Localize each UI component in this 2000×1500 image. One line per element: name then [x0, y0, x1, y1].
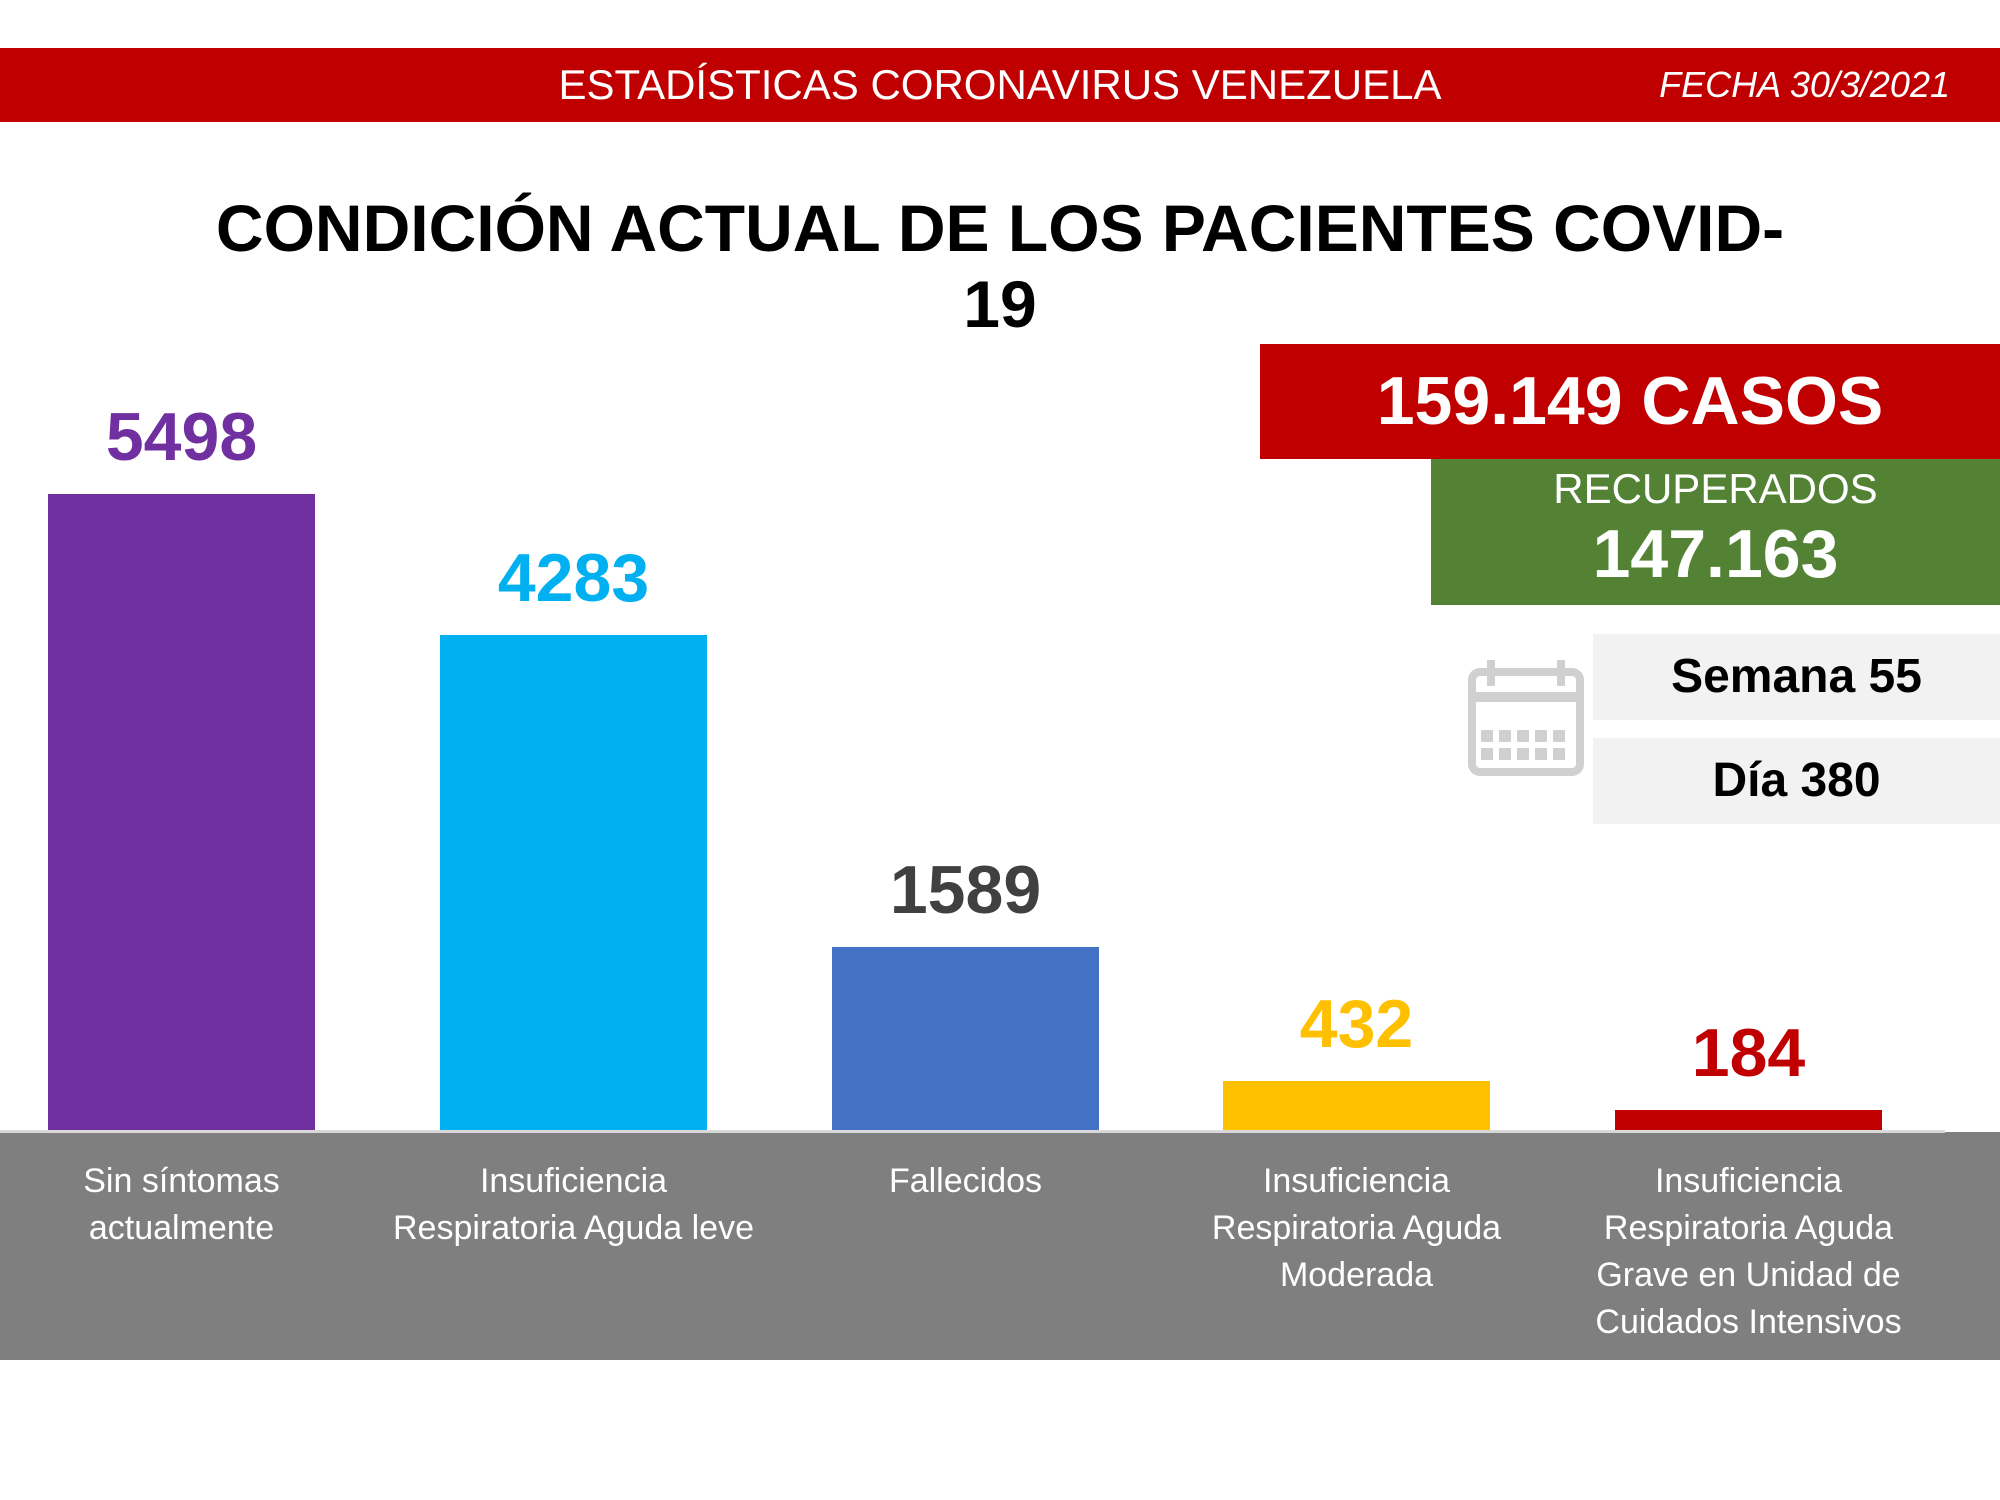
category-label-line: Sin síntomas: [83, 1162, 280, 1200]
recovered-value: 147.163: [1592, 516, 1839, 592]
category-label-line: Insuficiencia: [479, 1162, 668, 1200]
category-band: [0, 1132, 2000, 1360]
day-counter: Día 380: [1593, 738, 2000, 824]
chart-title: CONDICIÓN ACTUAL DE LOS PACIENTES COVID-…: [215, 191, 1785, 341]
category-label-line: Insuficiencia: [1654, 1162, 1843, 1200]
category-label-line: Respiratoria Aguda: [1603, 1209, 1894, 1247]
data-label: 1589: [889, 851, 1042, 928]
recovered-box: RECUPERADOS 147.163: [1431, 459, 2000, 605]
data-label: 184: [1691, 1014, 1806, 1091]
data-label: 432: [1299, 985, 1414, 1062]
x-axis-line: [0, 1130, 1945, 1133]
header-title: ESTADÍSTICAS CORONAVIRUS VENEZUELA: [558, 61, 1442, 108]
bar: [1615, 1109, 1882, 1131]
category-label: Insuficiencia Respiratoria Aguda Moderada: [1161, 1158, 1553, 1299]
calendar-icon: [1467, 660, 1585, 783]
category-label: Fallecidos: [770, 1158, 1162, 1205]
category-label-line: Insuficiencia: [1262, 1162, 1451, 1200]
category-label-line: Cuidados Intensivos: [1595, 1303, 1902, 1341]
bar: [48, 494, 315, 1131]
category-label: Insuficiencia Respiratoria Aguda Grave en …: [1553, 1158, 1945, 1346]
category-label: Insuficiencia Respiratoria Aguda leve: [378, 1158, 770, 1252]
category-label-line: Respiratoria Aguda: [1211, 1209, 1502, 1247]
category-label-line: Fallecidos: [888, 1162, 1043, 1200]
category-label-line: Grave en Unidad de: [1596, 1256, 1901, 1294]
data-label: 5498: [105, 399, 258, 475]
recovered-label: RECUPERADOS: [1553, 465, 1878, 512]
header-date: FECHA 30/3/2021: [1659, 64, 1950, 105]
category-label-line: Respiratoria Aguda leve: [392, 1209, 754, 1247]
total-cases: 159.149 CASOS: [1260, 344, 2000, 459]
header-bar: [0, 48, 2000, 122]
bar: [832, 946, 1099, 1131]
bar: [1223, 1080, 1490, 1131]
category-label-line: Moderada: [1279, 1256, 1434, 1294]
category-label-line: actualmente: [88, 1209, 275, 1247]
data-label: 4283: [497, 539, 650, 616]
week-counter: Semana 55: [1593, 634, 2000, 720]
category-label: Sin síntomas actualmente: [0, 1158, 378, 1252]
bar: [440, 634, 707, 1131]
